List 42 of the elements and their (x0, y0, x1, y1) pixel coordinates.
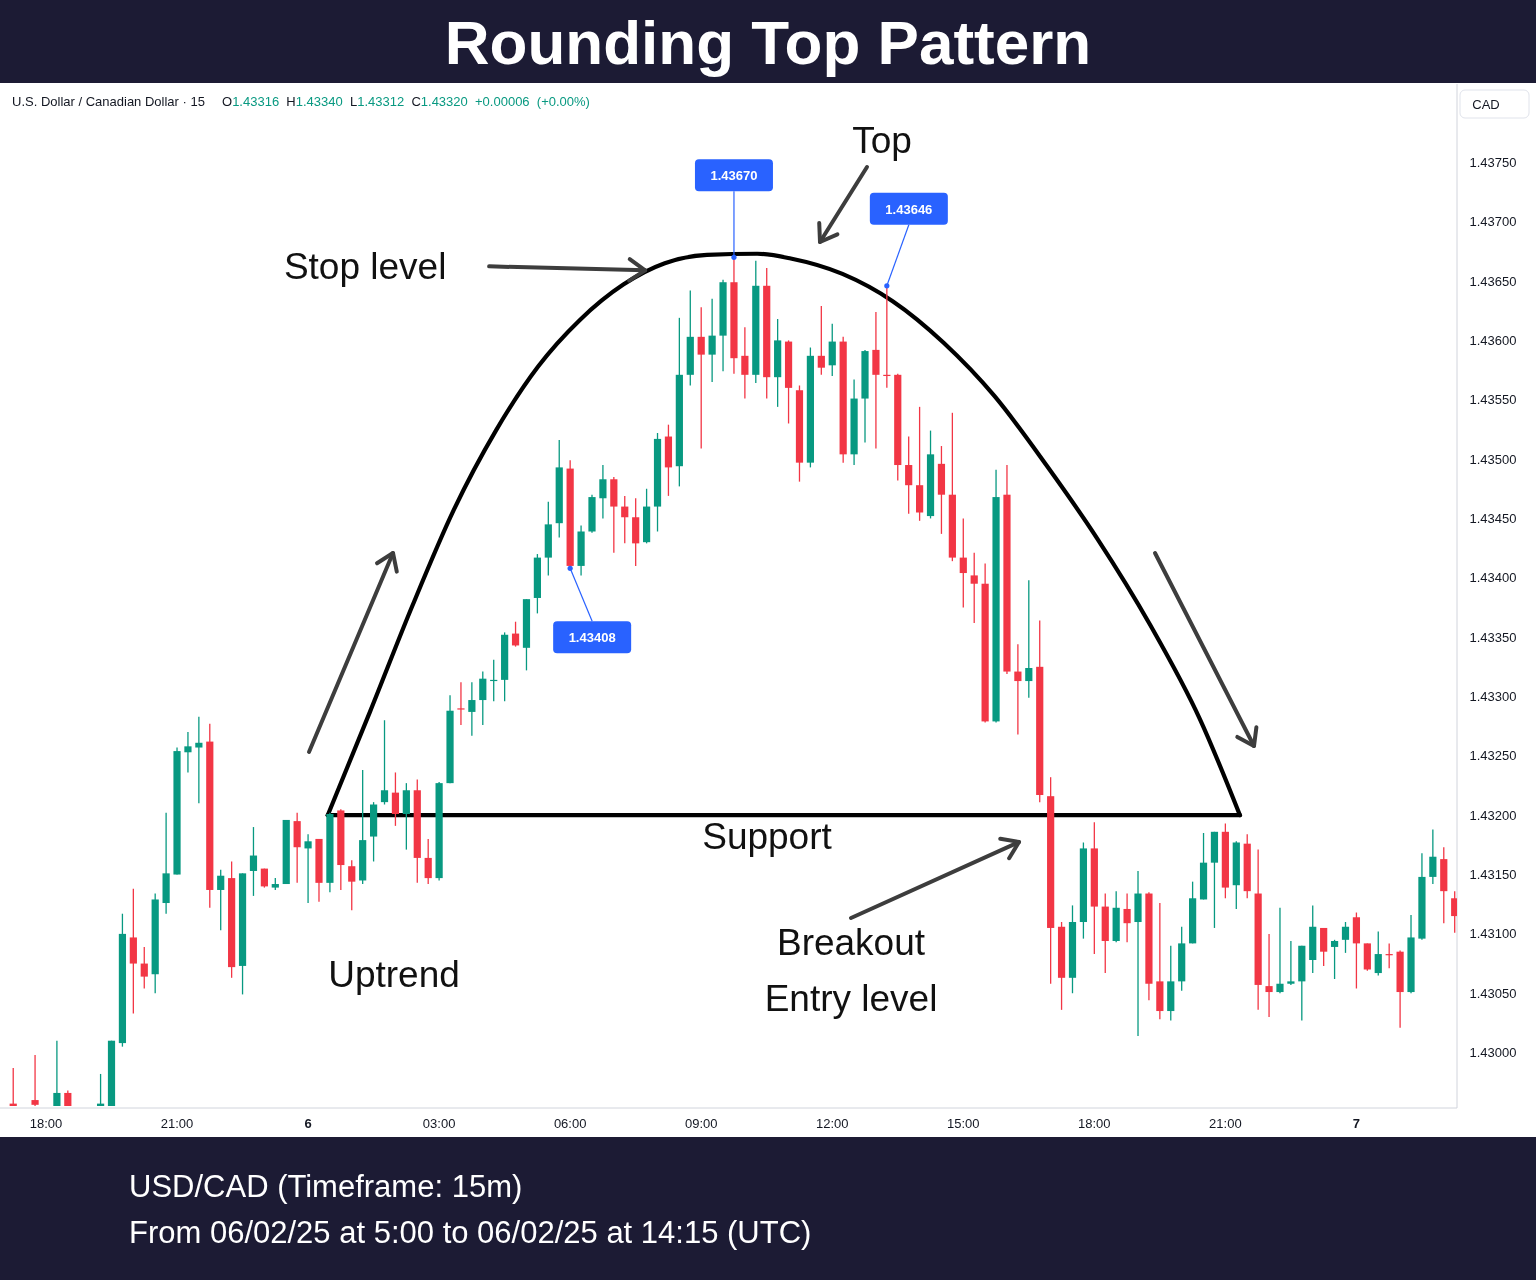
y-tick-label: 1.43750 (1469, 154, 1517, 170)
x-tick-label: 18:00 (1078, 1115, 1111, 1131)
annotation: Uptrend (328, 953, 460, 995)
y-tick-label: 1.43050 (1469, 985, 1517, 1001)
x-tick-label: 21:00 (160, 1115, 194, 1131)
x-tick-label: 7 (1352, 1115, 1361, 1131)
y-tick-label: 1.43200 (1469, 807, 1517, 823)
y-tick-label: 1.43300 (1469, 688, 1517, 704)
x-tick-label: 12:00 (815, 1115, 849, 1131)
y-tick-label: 1.43450 (1469, 510, 1517, 526)
text: From 06/02/25 at 5:00 to 06/02/25 at 14:15 (UTC) (129, 1214, 812, 1250)
y-tick-label: 1.43650 (1469, 273, 1517, 289)
x-tick-label: 06:00 (553, 1115, 587, 1131)
text: O1.43316 H1.43340 L1.43312 C1.43320 +0.00006 (+0.00%) (222, 93, 590, 109)
y-tick-label: 1.43550 (1469, 392, 1517, 408)
y-tick-label: 1.43150 (1469, 867, 1517, 883)
annotation: Top (852, 119, 912, 161)
y-tick-label: 1.43250 (1469, 748, 1517, 764)
annotation: Breakout (776, 921, 926, 963)
annotation: 1.43646 (885, 201, 933, 217)
text: USD/CAD (Timeframe: 15m) (129, 1168, 523, 1204)
y-axis-title: CAD (1472, 96, 1500, 112)
x-tick-label: 21:00 (1209, 1115, 1242, 1131)
y-tick-label: 1.43400 (1469, 570, 1517, 586)
y-tick-label: 1.43600 (1469, 332, 1517, 348)
y-tick-label: 1.43350 (1469, 629, 1517, 645)
annotation: Entry level (764, 977, 938, 1019)
x-tick-label: 15:00 (947, 1115, 980, 1131)
annotation: U.S. Dollar / Canadian Dollar · 15 (12, 93, 205, 109)
y-tick-label: 1.43000 (1469, 1045, 1517, 1061)
annotation: 1.43408 (568, 629, 616, 645)
annotation: 1.43670 (710, 167, 758, 183)
x-tick-label: 09:00 (684, 1115, 718, 1131)
chart-title: Rounding Top Pattern (444, 7, 1092, 77)
y-tick-label: 1.43700 (1469, 214, 1517, 230)
annotation: Stop level (283, 245, 447, 287)
y-tick-label: 1.43500 (1469, 451, 1517, 467)
x-tick-label: 03:00 (422, 1115, 456, 1131)
y-tick-label: 1.43100 (1469, 926, 1517, 942)
x-tick-label: 6 (304, 1115, 312, 1131)
x-tick-label: 18:00 (29, 1115, 63, 1131)
annotation: Support (702, 815, 833, 857)
